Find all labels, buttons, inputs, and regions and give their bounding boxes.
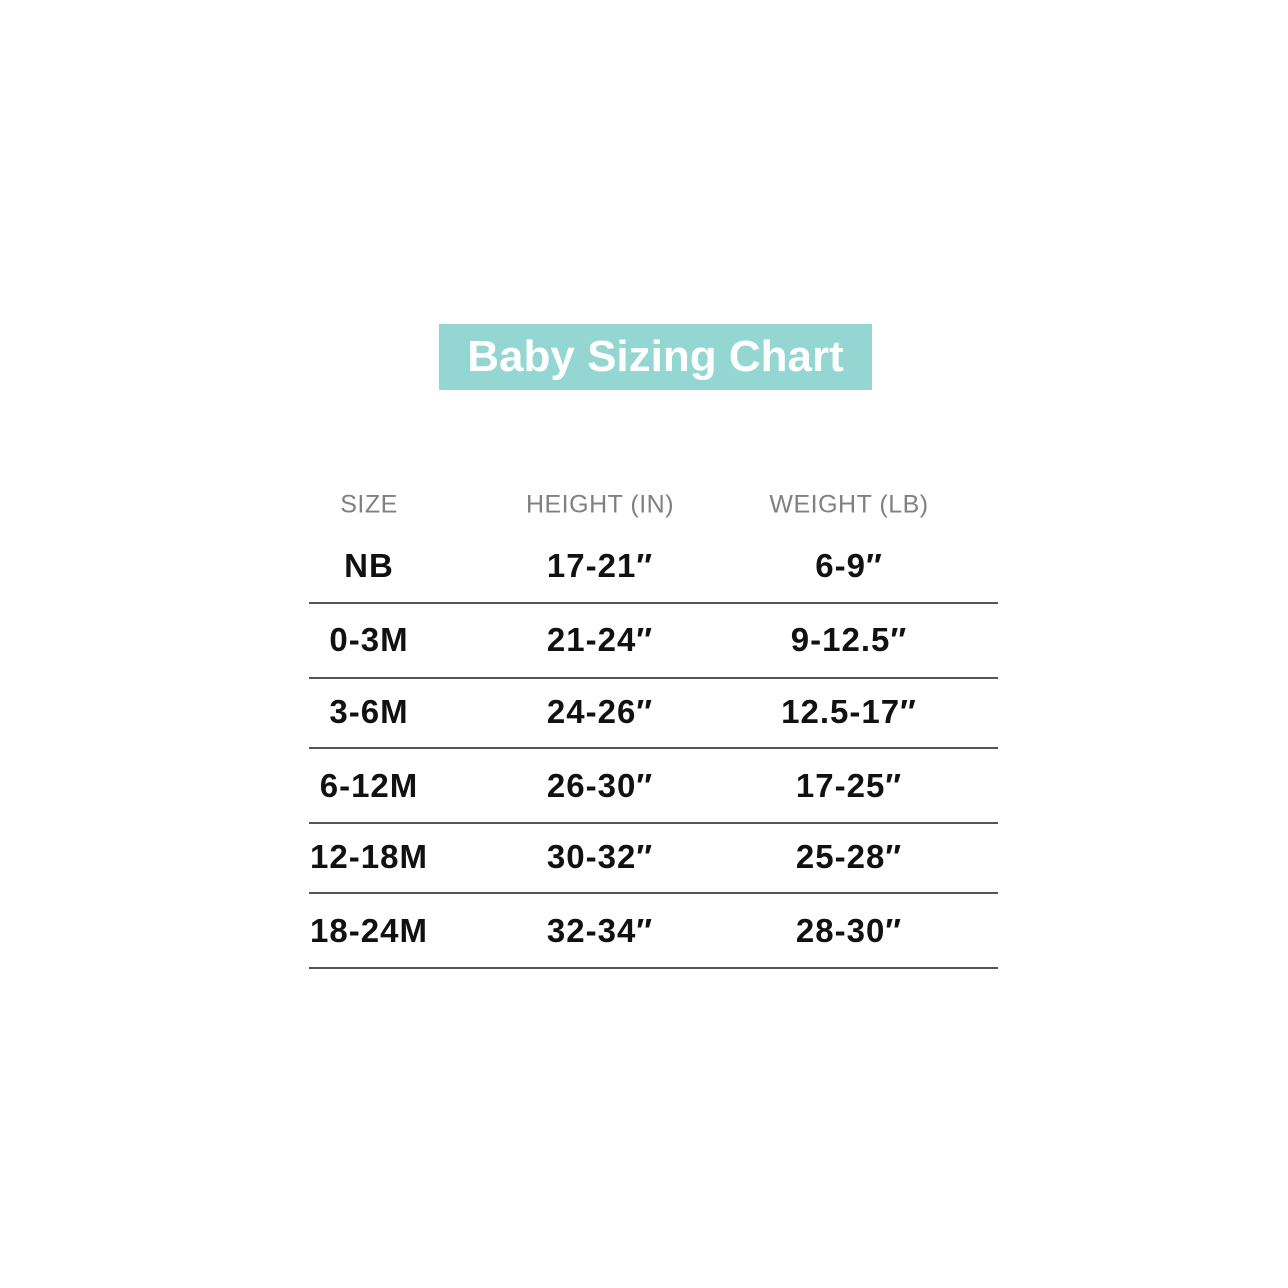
row-divider xyxy=(309,892,998,894)
header-weight: WEIGHT (LB) xyxy=(769,490,929,519)
weight-cell: 9-12.5″ xyxy=(790,621,908,658)
height-cell: 26-30″ xyxy=(546,767,654,804)
height-cell: 17-21″ xyxy=(546,547,654,584)
height-cell: 21-24″ xyxy=(546,621,654,658)
row-divider xyxy=(309,677,998,679)
row-divider xyxy=(309,822,998,824)
size-cell: 6-12M xyxy=(319,767,419,804)
weight-cell: 6-9″ xyxy=(815,547,883,584)
row-divider xyxy=(309,602,998,604)
height-cell: 24-26″ xyxy=(546,693,654,730)
weight-cell: 12.5-17″ xyxy=(781,693,917,730)
page-title: Baby Sizing Chart xyxy=(467,332,844,381)
size-cell: 12-18M xyxy=(310,838,428,875)
weight-cell: 25-28″ xyxy=(795,838,903,875)
header-height: HEIGHT (IN) xyxy=(525,490,675,519)
size-cell: NB xyxy=(344,547,394,584)
header-size: SIZE xyxy=(340,490,398,519)
weight-cell: 28-30″ xyxy=(795,912,903,949)
size-cell: 18-24M xyxy=(310,912,428,949)
weight-cell: 17-25″ xyxy=(795,767,903,804)
size-cell: 3-6M xyxy=(329,693,409,730)
height-cell: 32-34″ xyxy=(546,912,654,949)
row-divider xyxy=(309,967,998,969)
size-cell: 0-3M xyxy=(329,621,409,658)
row-divider xyxy=(309,747,998,749)
title-banner: Baby Sizing Chart xyxy=(439,324,872,390)
height-cell: 30-32″ xyxy=(546,838,654,875)
